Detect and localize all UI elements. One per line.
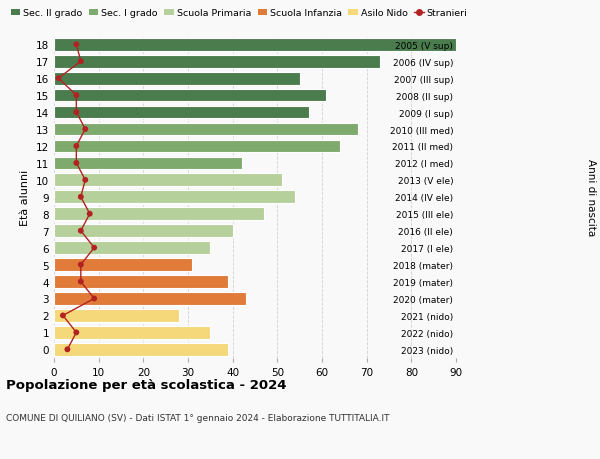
Bar xyxy=(54,225,233,238)
Text: Popolazione per età scolastica - 2024: Popolazione per età scolastica - 2024 xyxy=(6,379,287,392)
Point xyxy=(71,329,81,336)
Point xyxy=(71,160,81,167)
Bar xyxy=(54,259,193,271)
Point xyxy=(53,75,63,83)
Bar xyxy=(54,56,380,68)
Bar xyxy=(54,242,211,254)
Point xyxy=(76,228,86,235)
Point xyxy=(71,143,81,150)
Legend: Sec. II grado, Sec. I grado, Scuola Primaria, Scuola Infanzia, Asilo Nido, Stran: Sec. II grado, Sec. I grado, Scuola Prim… xyxy=(11,9,467,18)
Bar xyxy=(54,90,326,102)
Bar xyxy=(54,106,308,119)
Point xyxy=(58,312,68,319)
Bar xyxy=(54,292,246,305)
Bar xyxy=(54,157,242,170)
Point xyxy=(71,109,81,117)
Bar xyxy=(54,123,358,136)
Bar xyxy=(54,275,228,288)
Point xyxy=(85,211,95,218)
Point xyxy=(76,58,86,66)
Text: COMUNE DI QUILIANO (SV) - Dati ISTAT 1° gennaio 2024 - Elaborazione TUTTITALIA.I: COMUNE DI QUILIANO (SV) - Dati ISTAT 1° … xyxy=(6,413,389,422)
Point xyxy=(80,126,90,134)
Bar xyxy=(54,343,228,356)
Point xyxy=(80,177,90,184)
Bar xyxy=(54,73,299,85)
Point xyxy=(76,261,86,269)
Bar xyxy=(54,208,264,221)
Point xyxy=(89,245,99,252)
Bar xyxy=(54,174,282,187)
Point xyxy=(89,295,99,302)
Point xyxy=(76,194,86,201)
Text: Anni di nascita: Anni di nascita xyxy=(586,159,596,236)
Point xyxy=(62,346,72,353)
Point xyxy=(71,92,81,100)
Bar xyxy=(54,39,456,51)
Point xyxy=(71,41,81,49)
Y-axis label: Età alunni: Età alunni xyxy=(20,169,31,225)
Bar xyxy=(54,191,295,204)
Bar xyxy=(54,140,340,153)
Bar xyxy=(54,309,179,322)
Point xyxy=(76,278,86,285)
Bar xyxy=(54,326,211,339)
